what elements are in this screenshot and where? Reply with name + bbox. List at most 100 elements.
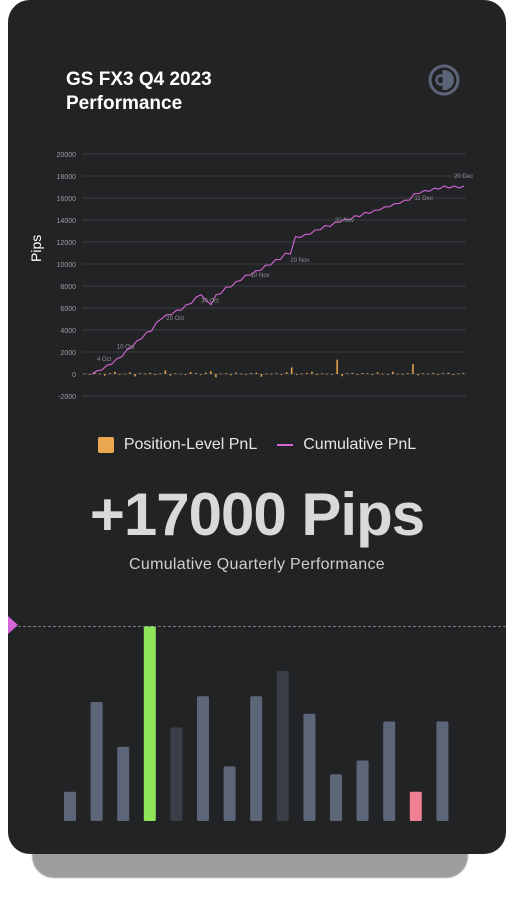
legend-swatch: [97, 437, 114, 453]
y-tick-label: 14000: [57, 218, 77, 225]
bottom-bar: [383, 721, 396, 821]
y-tick-label: 10000: [57, 262, 77, 269]
bottom-bar: [330, 774, 342, 821]
position-pnl-bar: [306, 372, 308, 374]
position-pnl-bar: [225, 373, 227, 375]
position-pnl-bar: [285, 372, 288, 374]
position-pnl-bar: [169, 374, 172, 376]
y-tick-label: -2000: [58, 394, 76, 401]
bottom-bar: [64, 791, 76, 821]
position-pnl-bar: [326, 373, 328, 375]
position-pnl-bar: [149, 372, 151, 374]
position-pnl-bar: [250, 373, 253, 374]
position-pnl-bar: [412, 364, 414, 374]
position-pnl-bar: [397, 373, 399, 375]
position-pnl-bar: [93, 372, 96, 374]
position-pnl-bar: [361, 373, 364, 374]
legend-line: [277, 444, 294, 446]
performance-card: GS FX3 Q4 2023 Performance Pips -2000 0 20…: [8, 0, 506, 854]
legend-item-cumulative-pnl[interactable]: Cumulative PnL: [277, 436, 416, 454]
bottom-bar: [90, 702, 103, 821]
date-annotation: 10 Nov: [251, 273, 270, 279]
position-pnl-bar: [311, 371, 313, 374]
bottom-bar: [223, 766, 236, 821]
position-pnl-bar: [457, 373, 460, 375]
position-pnl-bar: [417, 374, 419, 376]
position-pnl-bar: [88, 374, 91, 375]
bottom-bar: [303, 713, 316, 821]
position-pnl-bar: [371, 374, 374, 375]
position-pnl-bar: [376, 372, 379, 374]
position-pnl-bar: [129, 372, 131, 374]
y-tick-label: 12000: [57, 240, 77, 247]
position-pnl-bar: [119, 374, 121, 375]
position-pnl-bar: [432, 372, 434, 374]
bottom-bar: [143, 626, 156, 821]
bottom-bar: [436, 721, 449, 821]
position-pnl-bar: [174, 373, 177, 375]
position-pnl-bar: [260, 374, 263, 377]
position-pnl-bar: [381, 373, 384, 375]
position-pnl-bar: [290, 367, 293, 374]
y-tick-label: 16000: [57, 196, 77, 203]
position-pnl-bar: [230, 374, 232, 376]
position-pnl-bar: [194, 373, 197, 374]
position-pnl-bar: [386, 374, 389, 375]
position-pnl-bar: [275, 373, 278, 374]
position-pnl-bar: [336, 359, 338, 374]
position-pnl-bar: [154, 374, 157, 375]
position-pnl-bar: [447, 372, 450, 374]
date-annotation: 10 Oct: [117, 345, 135, 351]
y-tick-label: 18000: [57, 174, 77, 181]
bottom-bar: [197, 696, 209, 821]
position-pnl-bar: [265, 373, 268, 375]
date-annotation: 30 Nov: [335, 218, 354, 224]
position-pnl-bar: [245, 374, 247, 375]
position-pnl-bar: [109, 373, 111, 374]
position-pnl-bar: [346, 373, 349, 375]
target-marker-icon: [8, 616, 18, 634]
position-pnl-bar: [427, 373, 429, 375]
pnl-chart: -2000 0 2000 4000 6000 8000 10000 12000 14000 160…: [57, 152, 474, 401]
position-pnl-bar: [341, 374, 343, 377]
position-pnl-bar: [199, 374, 202, 375]
position-pnl-bar: [103, 374, 106, 376]
position-pnl-bar: [442, 373, 445, 375]
position-pnl-bar: [437, 374, 439, 375]
position-pnl-bar: [215, 374, 217, 378]
position-pnl-bar: [321, 373, 323, 375]
cumulative-pnl-line: [91, 185, 465, 375]
half-circle-logo-icon[interactable]: [426, 62, 462, 98]
bottom-bar: [356, 760, 369, 821]
target-dashed-line: [8, 626, 506, 627]
position-pnl-bar: [159, 373, 162, 375]
position-pnl-bar: [331, 374, 333, 375]
position-pnl-bar: [402, 374, 404, 375]
bottom-bar: [409, 791, 422, 821]
position-pnl-bar: [189, 372, 192, 374]
position-pnl-bar: [407, 373, 409, 374]
position-pnl-bar: [356, 374, 359, 375]
position-pnl-bar: [280, 374, 283, 375]
y-tick-label: 0: [72, 372, 76, 379]
position-pnl-bar: [240, 373, 242, 375]
position-pnl-bar: [422, 373, 424, 375]
bottom-bar: [117, 746, 130, 821]
position-pnl-bar: [452, 374, 455, 375]
date-annotation: 20 Oct: [166, 316, 184, 322]
position-pnl-bar: [255, 372, 258, 374]
position-pnl-bar: [144, 373, 146, 375]
position-pnl-bar: [205, 372, 207, 374]
position-pnl-bar: [139, 373, 141, 374]
position-pnl-bar: [462, 373, 465, 374]
date-annotation: 20 Nov: [290, 258, 309, 264]
y-tick-label: 6000: [60, 306, 76, 313]
bottom-bar: [170, 727, 183, 821]
position-pnl-bar: [184, 374, 187, 375]
position-pnl-bar: [351, 372, 354, 374]
legend-item-position-pnl[interactable]: Position-Level PnL: [97, 436, 257, 454]
position-pnl-bar: [210, 371, 212, 374]
position-pnl-bar: [98, 373, 101, 375]
position-pnl-bar: [316, 374, 318, 375]
y-tick-label: 8000: [60, 284, 76, 291]
